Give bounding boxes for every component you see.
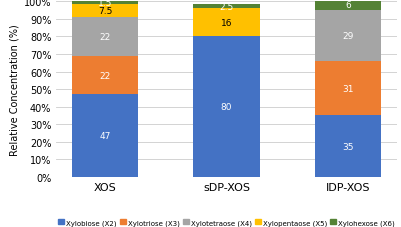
- Bar: [72, 5, 138, 18]
- Bar: [72, 57, 138, 95]
- Bar: [315, 11, 381, 62]
- Text: 1.5: 1.5: [98, 0, 112, 8]
- Text: 2.5: 2.5: [219, 2, 234, 12]
- Text: 7.5: 7.5: [98, 7, 112, 16]
- Bar: [193, 5, 260, 9]
- Text: 22: 22: [99, 71, 111, 80]
- Text: 29: 29: [342, 32, 354, 41]
- Bar: [315, 116, 381, 177]
- Text: 80: 80: [221, 103, 232, 112]
- Text: 35: 35: [342, 142, 354, 151]
- Bar: [315, 0, 381, 11]
- Text: 16: 16: [221, 19, 232, 28]
- Text: 31: 31: [342, 84, 354, 93]
- Bar: [72, 95, 138, 177]
- Y-axis label: Relative Concentration (%): Relative Concentration (%): [10, 24, 20, 155]
- Text: 6: 6: [345, 1, 351, 10]
- Text: 22: 22: [99, 33, 111, 42]
- Bar: [315, 62, 381, 116]
- Legend: Xylobiose (X2), Xylotriose (X3), Xylotetraose (X4), Xylopentaose (X5), Xylohexos: Xylobiose (X2), Xylotriose (X3), Xylotet…: [58, 219, 395, 225]
- Bar: [72, 18, 138, 57]
- Bar: [193, 37, 260, 177]
- Bar: [193, 9, 260, 37]
- Bar: [72, 2, 138, 5]
- Text: 47: 47: [99, 131, 111, 141]
